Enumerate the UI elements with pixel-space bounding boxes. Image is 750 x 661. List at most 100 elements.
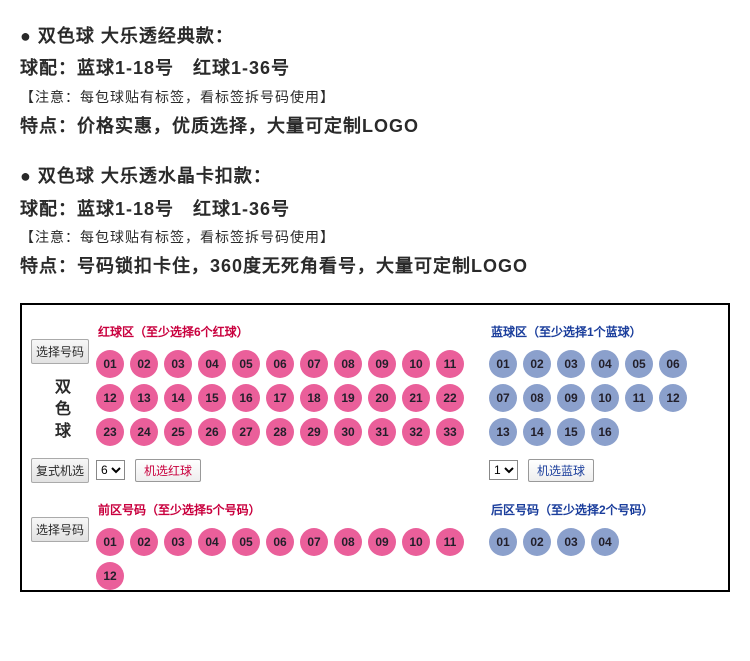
red-ball[interactable]: 09 <box>368 350 396 378</box>
left-col: 选择号码 双色球 <box>30 319 90 444</box>
red-ball[interactable]: 24 <box>130 418 158 446</box>
desc-note: 【注意：每包球贴有标签，看标签拆号码使用】 <box>20 225 730 250</box>
red-ball[interactable]: 01 <box>96 528 124 556</box>
blue-ball-grid: 010203040506 070809101112 13141516 <box>489 350 693 446</box>
blue-ball[interactable]: 01 <box>489 350 517 378</box>
blue-ball[interactable]: 03 <box>557 350 585 378</box>
blue-ball[interactable]: 13 <box>489 418 517 446</box>
red-ball[interactable]: 18 <box>300 384 328 412</box>
blue-ball[interactable]: 11 <box>625 384 653 412</box>
blue-ball[interactable]: 03 <box>557 528 585 556</box>
complex-random-label: 复式机选 <box>31 458 89 483</box>
red-ball[interactable]: 04 <box>198 350 226 378</box>
red-ball[interactable]: 02 <box>130 350 158 378</box>
select-number-label: 选择号码 <box>31 339 89 364</box>
red-ball[interactable]: 19 <box>334 384 362 412</box>
red-ball[interactable]: 03 <box>164 350 192 378</box>
game-name-vertical: 双色球 <box>48 378 72 444</box>
desc-title: ● 双色球 大乐透水晶卡扣款： <box>20 160 730 192</box>
desc-note: 【注意：每包球贴有标签，看标签拆号码使用】 <box>20 85 730 110</box>
red-ball[interactable]: 32 <box>402 418 430 446</box>
red-ball[interactable]: 11 <box>436 350 464 378</box>
red-ball[interactable]: 01 <box>96 350 124 378</box>
front-zone: 前区号码（至少选择5个号码） 010203040506070809101112 <box>90 497 483 590</box>
red-ball[interactable]: 05 <box>232 528 260 556</box>
red-ball[interactable]: 23 <box>96 418 124 446</box>
random-red-button[interactable]: 机选红球 <box>135 459 201 482</box>
red-ball[interactable]: 02 <box>130 528 158 556</box>
red-ball[interactable]: 09 <box>368 528 396 556</box>
red-ball[interactable]: 05 <box>232 350 260 378</box>
red-ball[interactable]: 22 <box>436 384 464 412</box>
blue-ball[interactable]: 15 <box>557 418 585 446</box>
desc-balls: 球配：蓝球1-18号 红球1-36号 <box>20 52 730 84</box>
desc-balls: 球配：蓝球1-18号 红球1-36号 <box>20 193 730 225</box>
red-ball[interactable]: 10 <box>402 350 430 378</box>
red-ball[interactable]: 26 <box>198 418 226 446</box>
red-ball[interactable]: 10 <box>402 528 430 556</box>
blue-ball[interactable]: 10 <box>591 384 619 412</box>
desc-feature: 特点：号码锁扣卡住，360度无死角看号，大量可定制LOGO <box>20 250 730 282</box>
red-zone-title: 红球区（至少选择6个红球） <box>98 323 477 340</box>
blue-count-select[interactable]: 1 <box>489 460 518 480</box>
red-ball[interactable]: 06 <box>266 528 294 556</box>
front-ball-grid: 0102030405060708091011 12 <box>96 528 470 590</box>
red-ball[interactable]: 07 <box>300 350 328 378</box>
blue-ball[interactable]: 02 <box>523 528 551 556</box>
red-ball[interactable]: 17 <box>266 384 294 412</box>
blue-ball[interactable]: 05 <box>625 350 653 378</box>
blue-ball[interactable]: 14 <box>523 418 551 446</box>
desc-title: ● 双色球 大乐透经典款： <box>20 20 730 52</box>
left-col: 选择号码 <box>30 497 90 542</box>
red-ball[interactable]: 25 <box>164 418 192 446</box>
red-ball[interactable]: 28 <box>266 418 294 446</box>
controls-row: 复式机选 6 机选红球 1 机选蓝球 <box>30 458 720 483</box>
red-ball[interactable]: 21 <box>402 384 430 412</box>
red-ball[interactable]: 16 <box>232 384 260 412</box>
red-ball[interactable]: 12 <box>96 562 124 590</box>
blue-ball[interactable]: 02 <box>523 350 551 378</box>
red-ball[interactable]: 31 <box>368 418 396 446</box>
blue-ball[interactable]: 06 <box>659 350 687 378</box>
red-ball[interactable]: 33 <box>436 418 464 446</box>
blue-ball[interactable]: 12 <box>659 384 687 412</box>
blue-ball[interactable]: 07 <box>489 384 517 412</box>
red-ball[interactable]: 15 <box>198 384 226 412</box>
red-ball[interactable]: 11 <box>436 528 464 556</box>
red-ball[interactable]: 04 <box>198 528 226 556</box>
product-desc-crystal: ● 双色球 大乐透水晶卡扣款： 球配：蓝球1-18号 红球1-36号 【注意：每… <box>20 160 730 282</box>
product-desc-classic: ● 双色球 大乐透经典款： 球配：蓝球1-18号 红球1-36号 【注意：每包球… <box>20 20 730 142</box>
red-ball[interactable]: 07 <box>300 528 328 556</box>
blue-ball[interactable]: 01 <box>489 528 517 556</box>
red-count-select[interactable]: 6 <box>96 460 125 480</box>
red-ball[interactable]: 20 <box>368 384 396 412</box>
red-ball[interactable]: 30 <box>334 418 362 446</box>
red-ball[interactable]: 12 <box>96 384 124 412</box>
blue-ball[interactable]: 16 <box>591 418 619 446</box>
dlt-row: 选择号码 前区号码（至少选择5个号码） 01020304050607080910… <box>30 497 720 590</box>
red-ball-grid: 0102030405060708091011 121314151617181920… <box>96 350 470 446</box>
red-ball[interactable]: 06 <box>266 350 294 378</box>
random-blue-button[interactable]: 机选蓝球 <box>528 459 594 482</box>
red-zone: 红球区（至少选择6个红球） 0102030405060708091011 1213… <box>90 319 483 446</box>
blue-zone-title: 蓝球区（至少选择1个蓝球） <box>491 323 714 340</box>
blue-ball[interactable]: 04 <box>591 350 619 378</box>
red-ball[interactable]: 08 <box>334 528 362 556</box>
red-ball[interactable]: 29 <box>300 418 328 446</box>
red-ball[interactable]: 08 <box>334 350 362 378</box>
red-ball[interactable]: 27 <box>232 418 260 446</box>
lottery-panel: 选择号码 双色球 红球区（至少选择6个红球） 01020304050607080… <box>20 303 730 592</box>
red-ball[interactable]: 13 <box>130 384 158 412</box>
select-number-label: 选择号码 <box>31 517 89 542</box>
blue-ball[interactable]: 04 <box>591 528 619 556</box>
blue-ball[interactable]: 09 <box>557 384 585 412</box>
red-ball[interactable]: 14 <box>164 384 192 412</box>
back-zone: 后区号码（至少选择2个号码） 01020304 <box>483 497 720 556</box>
red-ball[interactable]: 03 <box>164 528 192 556</box>
blue-ball[interactable]: 08 <box>523 384 551 412</box>
red-controls: 6 机选红球 <box>90 459 483 482</box>
ssq-row: 选择号码 双色球 红球区（至少选择6个红球） 01020304050607080… <box>30 319 720 446</box>
back-ball-grid: 01020304 <box>489 528 625 556</box>
desc-feature: 特点：价格实惠，优质选择，大量可定制LOGO <box>20 110 730 142</box>
blue-zone: 蓝球区（至少选择1个蓝球） 010203040506 070809101112 13… <box>483 319 720 446</box>
